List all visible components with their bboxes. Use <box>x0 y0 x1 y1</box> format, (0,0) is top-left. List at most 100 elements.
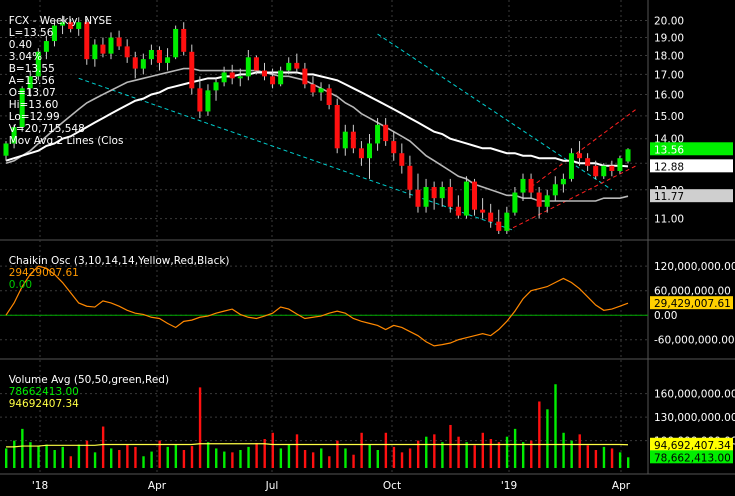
volume-bar <box>610 448 614 468</box>
volume-bar <box>336 440 339 468</box>
volume-tag-bg <box>650 437 733 451</box>
candle-body <box>423 187 429 207</box>
candle-body <box>205 90 211 112</box>
chaikin-tag-bg <box>650 296 733 310</box>
volume-bar <box>174 444 178 468</box>
candle-body <box>261 70 267 77</box>
volume-bar <box>134 446 137 468</box>
volume-bar <box>182 450 186 468</box>
price-tick-label: 11.00 <box>654 214 684 226</box>
chaikin-label: Chaikin Osc (3,10,14,14,Yellow,Red,Black… <box>8 255 230 267</box>
volume-tag: 78,662,413.00 <box>654 452 731 464</box>
ask-value: A=13.56 <box>8 75 55 87</box>
candle-body <box>116 37 122 47</box>
volume-bar <box>5 448 8 468</box>
volume-bar <box>513 428 517 468</box>
change-percent: 3.04% <box>8 51 43 63</box>
candle-body <box>27 76 33 89</box>
volume-bar <box>69 456 73 468</box>
price-tag: 13.56 <box>654 144 684 156</box>
volume-bar <box>287 444 291 468</box>
candle-body <box>455 206 461 216</box>
candle-body <box>278 70 284 85</box>
candle-body <box>181 28 187 52</box>
candle-body <box>76 22 82 29</box>
moving-average-fast <box>5 67 629 202</box>
volume-bar <box>223 451 226 468</box>
price-tag: 12.88 <box>654 161 684 173</box>
volume-bar <box>279 448 283 468</box>
trend-channel-up-upper <box>530 108 637 188</box>
candle-body <box>593 165 599 177</box>
chaikin-tick-label: 0.00 <box>654 310 677 322</box>
low-value: Lo=12.99 <box>8 111 60 123</box>
volume-bar <box>562 432 565 468</box>
candle-body <box>520 178 526 193</box>
chaikin-oscillator-line <box>5 265 629 347</box>
volume-bar <box>166 446 169 468</box>
volume-bar <box>53 450 56 468</box>
candle-body <box>140 59 146 69</box>
candle-body <box>536 192 542 207</box>
volume-bar <box>505 436 509 468</box>
volume-bar <box>303 450 307 468</box>
volume-bar <box>578 434 581 468</box>
price-tick-label: 20.00 <box>654 16 684 28</box>
candle-body <box>221 72 227 83</box>
candle-body <box>350 131 356 149</box>
volume-bar <box>360 432 363 468</box>
volume-bar <box>150 451 153 468</box>
volume-bar <box>618 452 622 468</box>
candle-body <box>488 212 494 222</box>
candle-body <box>189 51 195 89</box>
candle-body <box>415 189 421 207</box>
trend-channel-down-upper <box>377 33 613 191</box>
volume-bar <box>594 450 598 468</box>
volume-bar <box>497 442 501 468</box>
candle-body <box>480 209 486 213</box>
trend-channel-down-lower <box>78 77 516 232</box>
candle-body <box>391 141 397 154</box>
price-tick-label: 17.00 <box>654 69 684 81</box>
volume-bar <box>457 436 460 468</box>
candle-body <box>577 153 583 159</box>
volume-bar <box>400 452 404 468</box>
volume-bar <box>101 426 105 468</box>
chaikin-value2: 0.00 <box>8 279 33 291</box>
volume-tick-label: 130,000,000.00 <box>654 412 735 424</box>
candle-body <box>472 181 478 210</box>
volume-tag: 94,692,407.34 <box>654 440 731 452</box>
price-tick-label: 18.00 <box>654 50 684 62</box>
candle-body <box>544 195 550 207</box>
volume-bar <box>368 444 371 468</box>
volume-bar <box>481 432 484 468</box>
volume-bar <box>384 432 388 468</box>
candle-body <box>528 178 534 193</box>
candle-body <box>560 178 566 185</box>
volume-bar <box>206 442 210 468</box>
candle-body <box>19 88 25 128</box>
candle-body <box>286 62 292 71</box>
volume-bar <box>570 440 573 468</box>
candle-body <box>43 41 49 52</box>
last-price: L=13.56 <box>8 27 54 39</box>
volume-bar <box>465 442 468 468</box>
volume-bar <box>198 387 202 468</box>
x-tick-label: Oct <box>383 480 401 492</box>
volume-header: Volume Avg (50,50,green,Red) 78662413.00… <box>2 362 169 410</box>
candle-body <box>310 84 316 93</box>
candle-body <box>609 165 615 171</box>
bid-value: B=13.55 <box>8 63 55 75</box>
trend-channel-up-lower <box>506 165 637 232</box>
candle-body <box>84 22 90 60</box>
volume-bar <box>546 409 549 468</box>
volume-bar <box>627 457 630 468</box>
candle-body <box>245 57 251 77</box>
volume-bar <box>77 444 81 468</box>
candle-body <box>552 184 558 196</box>
candle-body <box>326 88 332 105</box>
candle-body <box>439 187 445 199</box>
candle-body <box>68 22 74 29</box>
volume-bar <box>295 434 299 468</box>
